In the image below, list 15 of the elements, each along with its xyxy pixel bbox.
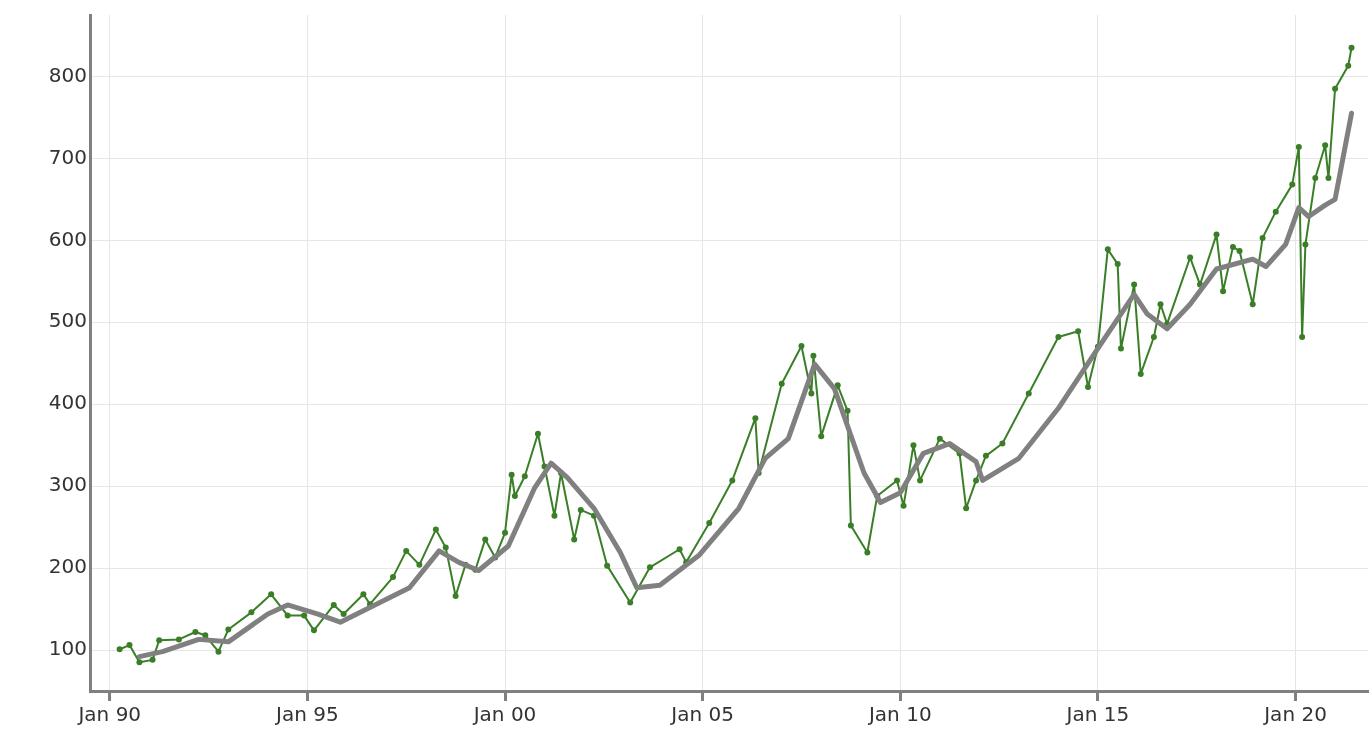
- x-tick-label: Jan 20: [1262, 702, 1327, 727]
- y-tick-label: 700: [48, 144, 87, 169]
- x-tick-label: Jan 00: [471, 702, 537, 727]
- x-tick-label: Jan 95: [274, 702, 339, 727]
- y-tick-label: 200: [48, 554, 87, 579]
- y-tick-label: 100: [48, 636, 87, 661]
- y-tick-label: 600: [48, 226, 87, 251]
- y-tick-label: 300: [48, 472, 87, 497]
- x-tick-label: Jan 10: [866, 702, 932, 727]
- y-tick-label: 400: [48, 390, 87, 415]
- x-tick-label: Jan 15: [1064, 702, 1130, 727]
- y-tick-label: 500: [48, 308, 87, 333]
- y-tick-label: 800: [48, 62, 87, 87]
- x-tick-label: Jan 90: [76, 702, 142, 727]
- x-tick-label: Jan 05: [669, 702, 734, 727]
